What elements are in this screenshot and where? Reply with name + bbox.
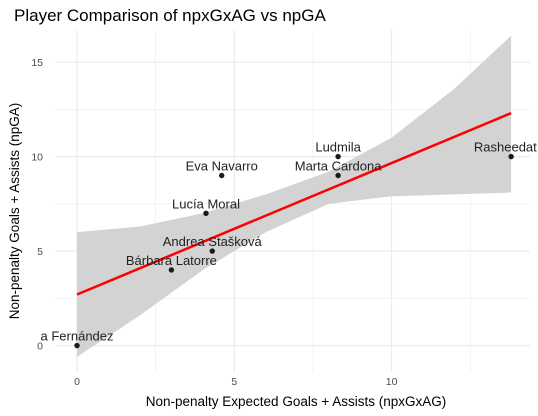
point-labels: a Fernández Bárbara Latorre Andrea Staškov… — [41, 140, 538, 344]
y-tick-label: 15 — [31, 57, 43, 69]
data-points — [74, 153, 514, 349]
x-tick-label: 0 — [74, 376, 80, 388]
point-label: Rasheedat A — [474, 140, 538, 155]
y-tick-label: 0 — [37, 341, 43, 353]
x-axis-ticks: 0 5 10 — [74, 376, 397, 388]
x-tick-label: 5 — [231, 376, 237, 388]
point-label: Andrea Stašková — [163, 234, 263, 249]
confidence-band — [77, 35, 512, 357]
point-label: Eva Navarro — [186, 158, 258, 173]
regression-line — [76, 111, 512, 296]
data-point — [219, 172, 225, 179]
chart-title: Player Comparison of npxGxAG vs npGA — [14, 6, 326, 25]
data-point — [508, 153, 514, 160]
y-axis-title: Non-penalty Goals + Assists (npGA) — [7, 103, 22, 319]
data-point — [209, 248, 215, 254]
y-tick-label: 10 — [31, 152, 43, 164]
trend-line — [76, 111, 512, 296]
data-point — [335, 153, 341, 160]
point-label: Bárbara Latorre — [126, 253, 217, 268]
y-axis-ticks: 0 5 10 15 — [31, 57, 43, 352]
confidence-band-area — [77, 35, 512, 357]
point-label: a Fernández — [41, 329, 114, 344]
x-tick-label: 10 — [386, 376, 398, 388]
x-axis-title: Non-penalty Expected Goals + Assists (np… — [146, 394, 447, 409]
data-point — [335, 172, 341, 179]
y-tick-label: 5 — [37, 246, 43, 258]
point-label: Ludmila — [315, 140, 361, 155]
data-point — [74, 342, 80, 349]
data-point — [203, 210, 209, 216]
point-label: Lucía Moral — [172, 196, 240, 211]
data-point — [168, 267, 175, 273]
point-label: Marta Cardona — [295, 158, 382, 173]
